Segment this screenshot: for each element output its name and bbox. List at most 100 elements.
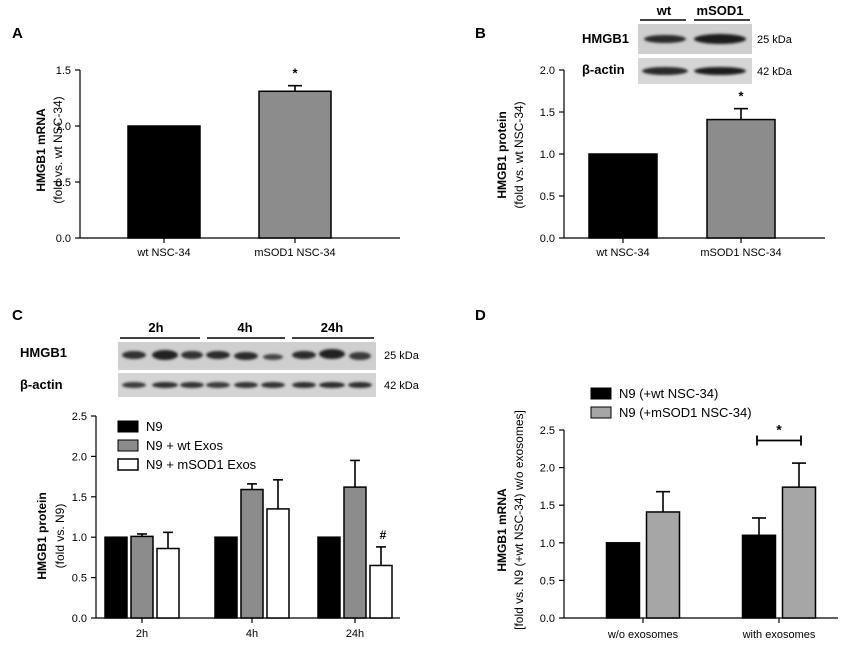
legend-c-label-n9: N9 [146,419,163,434]
blot-c-band [181,351,203,359]
panel-letter-d: D [475,307,486,324]
panel-c-y-tick-label: 2.5 [72,411,87,423]
legend-c-swatch-msod1 [117,458,139,471]
panel-a-y-tick-label: 1.5 [56,65,71,77]
panel-d-y-tick-label: 1.5 [540,500,555,512]
blot-b-band-actin-msod1 [694,67,746,75]
blot-b-hmgb1-label: HMGB1 [582,31,629,46]
panel-c-bar [130,535,154,619]
blot-c-band [348,382,372,388]
legend-d-swatch-wt [590,387,612,400]
panel-letter-a: A [12,25,23,42]
panel-b-y-tick-label: 1.0 [540,149,555,161]
panel-a-chart: 0.0 0.5 1.0 1.5 wt NSC-34 mSOD1 NSC-34 * [56,65,400,259]
panel-b-significance-mark: * [738,89,744,104]
blot-c-band [234,352,258,360]
panel-b-western-blot: HMGB1 β-actin wt mSOD1 25 kDa 42 kDa [582,3,793,84]
panel-b-x-tick-label: mSOD1 NSC-34 [700,247,781,259]
panel-d-bar [605,542,641,619]
panel-b-bar [588,153,658,239]
panel-a-y-tick-label: 1.0 [56,121,71,133]
panel-c-y-tick-label: 1.5 [72,492,87,504]
legend-c-label-wt: N9 + wt Exos [146,438,223,453]
panel-c-bar [266,508,290,619]
blot-c-time-4h: 4h [237,320,252,335]
panel-c-bar [317,536,341,619]
blot-c-band [234,382,258,388]
blot-c-band [292,351,316,359]
panel-b-y-tick-label: 1.5 [540,107,555,119]
legend-c-label-msod1: N9 + mSOD1 Exos [146,457,257,472]
blot-c-band [261,382,285,388]
blot-b-band-hmgb1-wt [644,35,686,43]
panel-d-legend: N9 (+wt NSC-34) N9 (+mSOD1 NSC-34) [590,386,752,420]
panel-c-bar [156,547,180,619]
panel-a-x-tick-label: mSOD1 NSC-34 [254,247,335,259]
blot-c-band [206,382,230,388]
blot-c-band [152,350,178,360]
blot-c-band [152,382,178,388]
panel-c-annotation-mark: # [380,528,387,542]
blot-b-band-actin-wt [642,67,688,75]
blot-c-band [319,382,345,388]
panel-d-bar [645,511,681,619]
panel-b-chart: 0.0 0.5 1.0 1.5 2.0 wt NSC-34 mSOD1 NSC-34 * [540,65,825,259]
panel-a-ylabel: HMGB1 mRNA [34,108,48,192]
blot-c-band [319,349,345,359]
panel-b-y-tick-label: 0.0 [540,233,555,245]
panel-d-bar [741,534,777,619]
blot-c-band [180,382,204,388]
panel-a-ylabel-sub: (fold vs. wt NSC-34) [51,96,65,203]
blot-b-actin-kda: 42 kDa [757,66,793,78]
blot-c-band [263,354,283,360]
blot-b-hmgb1-kda: 25 kDa [757,34,793,46]
panel-d-x-tick-label: with exosomes [742,629,816,641]
blot-c-actin-kda: 42 kDa [384,380,420,392]
panel-d-y-tick-label: 0.5 [540,575,555,587]
panel-d-significance-mark: * [776,422,782,438]
panel-c-x-tick-label: 4h [246,628,258,640]
panel-d-y-tick-label: 1.0 [540,538,555,550]
panel-b-ylabel: HMGB1 protein [495,111,509,198]
panel-b-y-tick-label: 2.0 [540,65,555,77]
blot-b-lane-wt: wt [656,3,672,18]
panel-a-bar [258,90,332,239]
blot-b-band-hmgb1-msod1 [694,34,746,44]
blot-c-hmgb1-label: HMGB1 [20,345,67,360]
panel-a-bar [127,125,201,239]
panel-c-ylabel: HMGB1 protein [35,492,49,579]
panel-c-x-tick-label: 24h [346,628,364,640]
legend-d-swatch-msod1 [590,406,612,419]
panel-c-y-tick-label: 0.0 [72,613,87,625]
blot-c-time-24h: 24h [321,320,343,335]
panel-c-ylabel-sub: (fold vs. N9) [53,504,67,569]
panel-d-y-tick-label: 2.5 [540,425,555,437]
panel-d-ylabel-sub: [fold vs. N9 (+wt NSC-34) w/o exosomes] [512,410,526,630]
panel-c-bar [343,486,367,619]
panel-c-y-tick-label: 1.0 [72,532,87,544]
panel-c-bar [369,564,393,619]
blot-c-band [122,351,146,359]
panel-c-western-blot: HMGB1 β-actin 2h 4h 24h [20,320,420,397]
blot-b-actin-label: β-actin [582,62,625,77]
blot-c-band [349,352,371,360]
blot-c-hmgb1-kda: 25 kDa [384,350,420,362]
panel-c-bar [214,536,238,619]
panel-c-bar [104,536,128,619]
blot-c-time-2h: 2h [148,320,163,335]
panel-d-y-tick-label: 2.0 [540,463,555,475]
panel-d-x-tick-label: w/o exosomes [607,629,679,641]
panel-b-bar [706,118,776,239]
legend-c-swatch-n9 [117,420,139,433]
blot-c-band [292,382,316,388]
panel-c-x-tick-label: 2h [136,628,148,640]
panel-d-y-tick-label: 0.0 [540,613,555,625]
panel-letter-c: C [12,307,23,324]
panel-a-x-tick-label: wt NSC-34 [136,247,190,259]
panel-c-y-tick-label: 0.5 [72,573,87,585]
panel-a-significance-mark: * [292,66,298,81]
panel-b-x-tick-label: wt NSC-34 [595,247,649,259]
panel-c-y-tick-label: 2.0 [72,451,87,463]
panel-a-y-tick-label: 0.5 [56,177,71,189]
